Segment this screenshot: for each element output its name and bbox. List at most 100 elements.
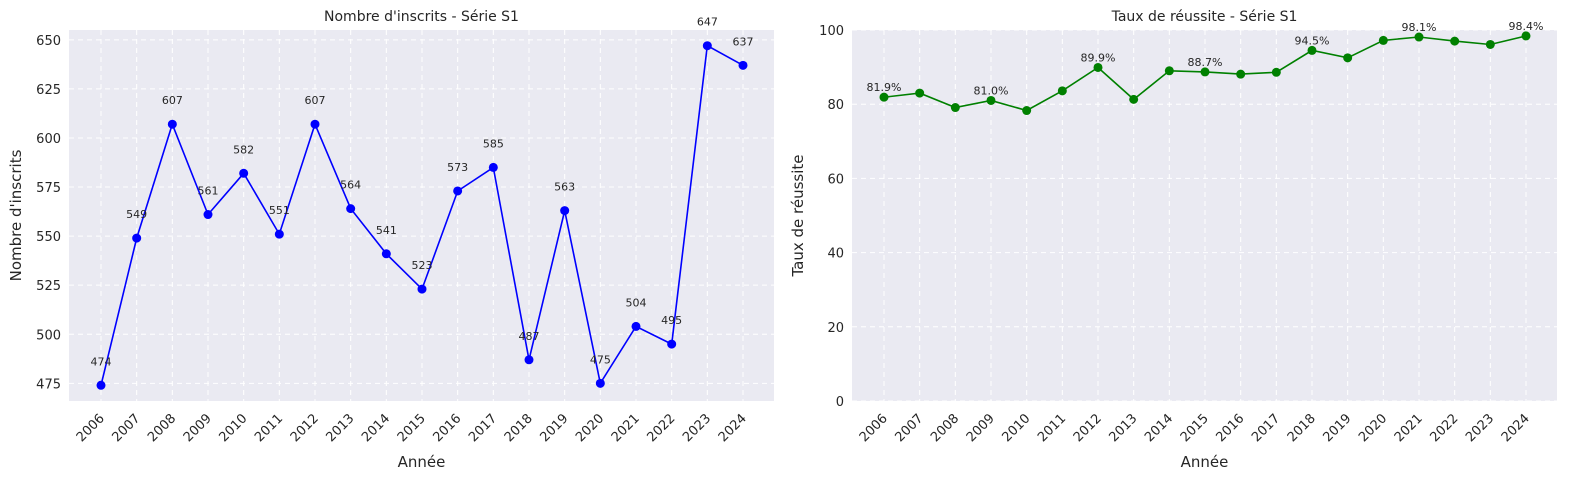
inscrits-data-label: 549	[126, 208, 147, 221]
inscrits-data-label: 607	[162, 94, 183, 107]
inscrits-data-point	[702, 41, 712, 51]
inscrits-data-label: 563	[554, 181, 575, 194]
inscrits-x-tick-label: 2023	[680, 411, 714, 445]
reussite-y-axis-label: Taux de réussite	[789, 154, 807, 277]
reussite-data-point	[1378, 35, 1388, 45]
reussite-y-tick-label: 0	[836, 395, 844, 410]
inscrits-chart-title: Nombre d'inscrits - Série S1	[324, 9, 519, 25]
reussite-x-axis-label: Année	[1181, 453, 1229, 471]
inscrits-data-label: 551	[269, 204, 290, 217]
inscrits-data-label: 647	[697, 16, 718, 29]
reussite-data-point	[1521, 31, 1531, 41]
inscrits-x-tick-label: 2017	[466, 411, 500, 445]
reussite-data-point	[1485, 39, 1495, 49]
reussite-y-tick-label: 80	[827, 98, 844, 113]
inscrits-y-tick-label: 650	[36, 34, 61, 49]
inscrits-x-tick-label: 2011	[252, 411, 286, 445]
reussite-chart-title: Taux de réussite - Série S1	[1111, 9, 1298, 25]
inscrits-data-point	[381, 249, 391, 259]
reussite-y-tick-label: 100	[819, 24, 844, 39]
inscrits-y-tick-label: 550	[36, 230, 61, 245]
inscrits-data-point	[453, 186, 463, 196]
inscrits-data-label: 541	[376, 224, 397, 237]
reussite-data-point	[1057, 86, 1067, 96]
inscrits-chart: 475 500 525 550 575 600 625 650 2006 2007 2008 200…	[7, 9, 774, 471]
reussite-y-tick-label: 20	[827, 321, 844, 336]
inscrits-y-tick-label: 575	[36, 181, 61, 196]
reussite-x-tick-label: 2007	[892, 411, 926, 445]
reussite-x-tick-label: 2019	[1320, 411, 1354, 445]
reussite-data-point	[1236, 69, 1246, 79]
inscrits-data-point	[560, 206, 570, 216]
reussite-data-labels: 81.9% 81.0% 89.9% 88.7% 94.5% 98.1% 98.4%	[867, 20, 1544, 98]
reussite-data-point	[1271, 67, 1281, 77]
reussite-data-point	[986, 95, 996, 105]
inscrits-data-point	[274, 229, 284, 239]
reussite-data-label: 98.1%	[1402, 21, 1437, 34]
inscrits-data-label: 495	[661, 314, 682, 327]
reussite-data-label: 89.9%	[1081, 51, 1116, 64]
inscrits-data-label: 474	[91, 355, 112, 368]
reussite-x-tick-label: 2009	[964, 411, 998, 445]
inscrits-data-point	[346, 204, 356, 214]
inscrits-x-tick-label: 2009	[181, 411, 215, 445]
inscrits-x-tick-label: 2021	[609, 411, 643, 445]
reussite-y-ticks: 0 20 40 60 80 100	[819, 24, 844, 410]
inscrits-data-point	[132, 233, 142, 243]
inscrits-data-label: 523	[412, 259, 433, 272]
inscrits-y-tick-label: 475	[36, 377, 61, 392]
reussite-x-tick-label: 2014	[1142, 411, 1176, 445]
inscrits-data-label: 573	[447, 161, 468, 174]
inscrits-data-point	[488, 162, 498, 172]
reussite-data-point	[1164, 66, 1174, 76]
inscrits-y-tick-label: 625	[36, 83, 61, 98]
inscrits-data-point	[167, 119, 177, 129]
reussite-y-tick-label: 40	[827, 247, 844, 262]
inscrits-y-ticks: 475 500 525 550 575 600 625 650	[36, 34, 61, 393]
reussite-x-tick-label: 2012	[1071, 411, 1105, 445]
inscrits-x-tick-label: 2016	[430, 411, 464, 445]
inscrits-data-label: 487	[519, 330, 540, 343]
reussite-data-label: 98.4%	[1509, 20, 1544, 33]
reussite-data-point	[879, 92, 889, 102]
reussite-x-tick-label: 2006	[857, 411, 891, 445]
reussite-x-tick-label: 2023	[1463, 411, 1497, 445]
inscrits-data-point	[310, 119, 320, 129]
inscrits-x-tick-label: 2008	[145, 411, 179, 445]
reussite-data-point	[1450, 36, 1460, 46]
inscrits-x-tick-label: 2006	[74, 411, 108, 445]
reussite-x-tick-label: 2018	[1285, 411, 1319, 445]
reussite-x-tick-label: 2020	[1356, 411, 1390, 445]
reussite-x-tick-label: 2013	[1106, 411, 1140, 445]
inscrits-data-point	[96, 380, 106, 390]
reussite-data-point	[1414, 32, 1424, 42]
inscrits-data-point	[631, 321, 641, 331]
reussite-data-point	[1093, 62, 1103, 72]
reussite-y-tick-label: 60	[827, 172, 844, 187]
inscrits-data-point	[524, 355, 534, 365]
reussite-x-tick-label: 2016	[1213, 411, 1247, 445]
inscrits-y-tick-label: 525	[36, 279, 61, 294]
reussite-data-label: 94.5%	[1295, 34, 1330, 47]
inscrits-data-point	[738, 60, 748, 70]
inscrits-data-label: 475	[590, 353, 611, 366]
inscrits-x-tick-label: 2012	[288, 411, 322, 445]
inscrits-data-label: 582	[233, 143, 254, 156]
inscrits-x-tick-label: 2018	[502, 411, 536, 445]
reussite-x-tick-label: 2017	[1249, 411, 1283, 445]
inscrits-data-label: 607	[305, 94, 326, 107]
inscrits-x-tick-label: 2022	[644, 411, 678, 445]
reussite-data-point	[1200, 67, 1210, 77]
reussite-x-tick-label: 2015	[1178, 411, 1212, 445]
inscrits-x-tick-label: 2024	[716, 411, 750, 445]
inscrits-y-axis-label: Nombre d'inscrits	[7, 149, 25, 281]
inscrits-data-point	[595, 378, 605, 388]
reussite-data-point	[1129, 94, 1139, 104]
reussite-x-tick-label: 2022	[1427, 411, 1461, 445]
inscrits-data-point	[239, 168, 249, 178]
inscrits-x-tick-label: 2010	[216, 411, 250, 445]
reussite-data-point	[1307, 45, 1317, 55]
inscrits-data-label: 564	[340, 179, 361, 192]
